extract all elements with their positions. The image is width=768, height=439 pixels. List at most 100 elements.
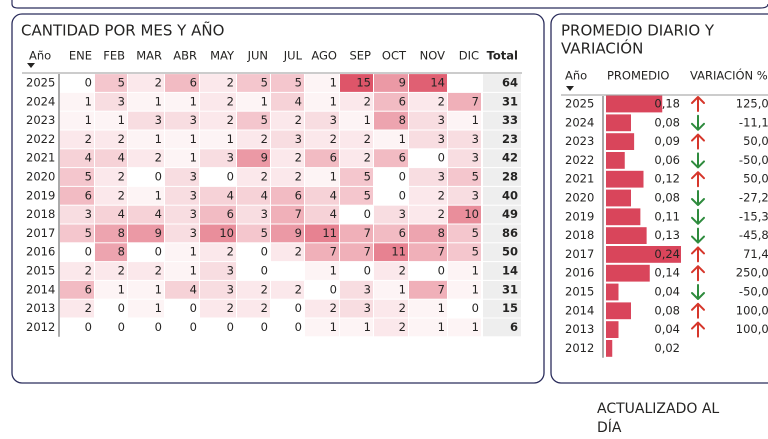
cell-value: 6 xyxy=(399,226,406,240)
column-header: OCT xyxy=(382,49,407,63)
cell-value: 0 xyxy=(155,245,162,259)
cell-value: 2 xyxy=(295,282,302,296)
variation-value: -11,11 xyxy=(739,115,768,129)
cell-value: 2 xyxy=(438,207,445,221)
row-year: 2021 xyxy=(26,151,55,165)
cell-value: 1 xyxy=(330,94,337,108)
cell-value: 1 xyxy=(472,113,479,127)
total-value: 64 xyxy=(502,76,518,90)
cell-value: 3 xyxy=(118,94,125,108)
cell-value: 6 xyxy=(295,188,302,202)
heat-cell xyxy=(374,318,408,337)
row-year: 2022 xyxy=(26,132,55,146)
heat-cell xyxy=(374,243,408,262)
heat-cell xyxy=(409,168,447,186)
cell-value: 2 xyxy=(438,94,445,108)
panel-title: CANTIDAD POR MES Y AÑO xyxy=(21,21,224,40)
cell-value: 1 xyxy=(330,76,337,90)
heat-cell xyxy=(237,74,270,92)
column-header: AGO xyxy=(311,49,337,63)
heat-cell xyxy=(340,130,373,149)
cell-value: 2 xyxy=(399,320,406,334)
cell-value: 5 xyxy=(364,170,371,184)
cell-value: 5 xyxy=(472,170,479,184)
arrow-up xyxy=(691,265,705,282)
average-value: 0,08 xyxy=(654,303,680,317)
cell-value: 15 xyxy=(356,76,371,90)
heat-cell xyxy=(128,299,164,318)
arrow-up xyxy=(691,321,705,338)
heat-cell xyxy=(95,111,127,130)
cell-value: 1 xyxy=(85,113,92,127)
heat-cell xyxy=(95,243,127,262)
cell-value: 1 xyxy=(330,264,337,278)
cell-value: 0 xyxy=(399,170,406,184)
heat-cell xyxy=(237,92,270,111)
heat-cell xyxy=(271,74,304,92)
heat-cell xyxy=(95,205,127,224)
heat-cell xyxy=(374,111,408,130)
row-year: 2017 xyxy=(565,247,594,261)
row-year: 2024 xyxy=(565,115,594,129)
average-bar xyxy=(606,95,663,113)
heat-cell xyxy=(448,186,481,205)
total-cell xyxy=(483,262,521,280)
cell-value: 2 xyxy=(295,151,302,165)
total-cell xyxy=(483,130,521,149)
heat-cell xyxy=(305,280,339,299)
column-header: MAR xyxy=(136,49,162,63)
cell-value: 1 xyxy=(190,132,197,146)
heat-cell xyxy=(200,74,236,92)
total-cell xyxy=(483,280,521,299)
cell-value: 2 xyxy=(364,151,371,165)
heat-cell xyxy=(374,92,408,111)
variation-value: -50,00 xyxy=(739,153,768,167)
cell-value: 2 xyxy=(227,94,234,108)
heat-cell xyxy=(340,299,373,318)
heat-cell xyxy=(165,149,199,168)
cell-value: 10 xyxy=(219,226,234,240)
cell-value: 3 xyxy=(190,113,197,127)
cell-value: 1 xyxy=(155,188,162,202)
cell-value: 4 xyxy=(190,282,197,296)
heat-cell xyxy=(448,149,481,168)
cell-value: 5 xyxy=(364,188,371,202)
heat-cell xyxy=(128,262,164,280)
total-value: 50 xyxy=(502,245,518,259)
heat-cell xyxy=(237,205,270,224)
cell-value: 1 xyxy=(155,301,162,315)
cell-value: 3 xyxy=(190,207,197,221)
heat-cell xyxy=(374,299,408,318)
heat-cell xyxy=(374,186,408,205)
cell-value: 3 xyxy=(399,207,406,221)
cell-value: 1 xyxy=(85,94,92,108)
row-year: 2018 xyxy=(565,228,594,242)
arrow-up xyxy=(691,302,705,319)
total-value: 49 xyxy=(502,207,518,221)
heat-cell xyxy=(271,168,304,186)
total-value: 28 xyxy=(502,170,518,184)
heat-cell xyxy=(305,318,339,337)
cell-value: 4 xyxy=(227,188,234,202)
heat-cell xyxy=(128,243,164,262)
cell-value: 4 xyxy=(295,94,302,108)
heat-cell xyxy=(271,318,304,337)
heat-cell xyxy=(60,186,94,205)
average-value: 0,18 xyxy=(654,97,680,111)
cell-value: 6 xyxy=(190,76,197,90)
cell-value: 7 xyxy=(330,245,337,259)
heat-cell xyxy=(200,92,236,111)
heat-cell xyxy=(95,74,127,92)
heat-cell xyxy=(374,149,408,168)
row-year: 2024 xyxy=(26,94,55,108)
heat-cell xyxy=(305,299,339,318)
column-header: JUL xyxy=(283,49,303,63)
cell-value: 1 xyxy=(438,320,445,334)
heat-cell xyxy=(340,92,373,111)
heat-cell xyxy=(200,130,236,149)
heat-cell xyxy=(448,318,481,337)
cell-value: 3 xyxy=(85,207,92,221)
variation-value: 50,00 xyxy=(743,172,768,186)
heat-cell xyxy=(165,262,199,280)
cell-value: 0 xyxy=(85,76,92,90)
